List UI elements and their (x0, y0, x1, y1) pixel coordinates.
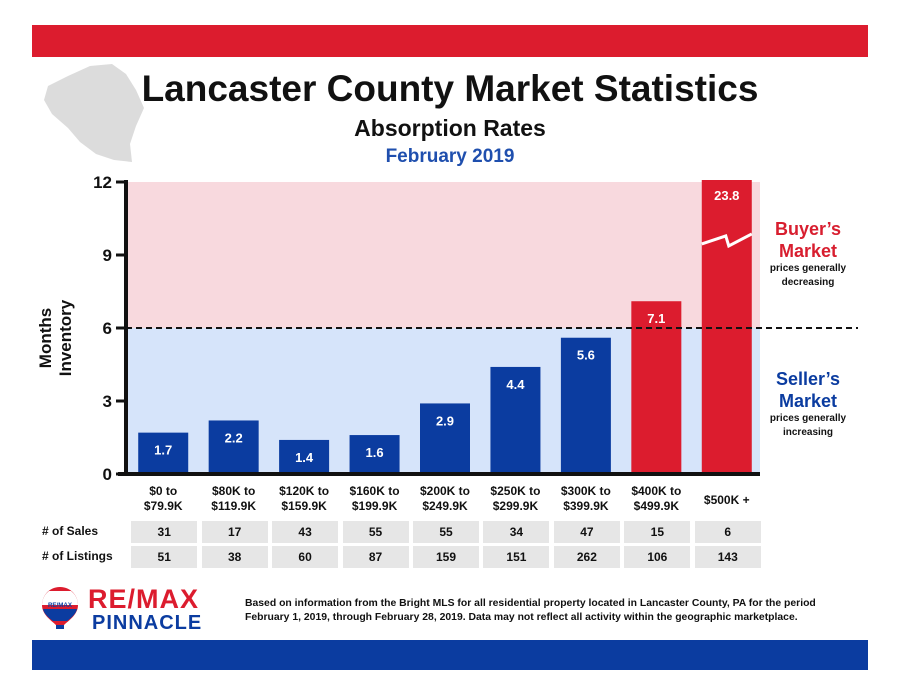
sales-cell-9: 6 (694, 521, 761, 543)
bar-6 (490, 366, 541, 474)
sales-row-label: # of Sales (42, 524, 99, 538)
bar-7 (560, 337, 611, 474)
source-footnote: Based on information from the Bright MLS… (245, 597, 865, 625)
bar-4 (349, 435, 400, 474)
brand-name: RE/MAX (88, 584, 200, 614)
y-tick-label-12: 12 (93, 173, 112, 192)
bar-value-label-7: 5.6 (577, 348, 595, 363)
listings-cell-3: 60 (272, 546, 339, 568)
x-tick-label-7: $300K to $399.9K (560, 484, 611, 513)
bar-2 (208, 420, 259, 474)
logo-text: RE/MAX (48, 602, 73, 609)
bar-3 (279, 439, 330, 474)
remax-balloon-logo: RE/MAX (42, 587, 78, 629)
y-tick-label-0: 0 (103, 465, 112, 484)
footnote-line-1: Based on information from the Bright MLS… (245, 598, 816, 609)
y-tick-label-9: 9 (103, 246, 112, 265)
sales-cell-1: 31 (131, 521, 198, 543)
buyers-market-title-2: Market (778, 241, 838, 261)
y-tick-label-3: 3 (103, 392, 112, 411)
bar-5 (420, 403, 470, 474)
listings-cell-6: 151 (483, 546, 550, 568)
listings-row: # of Listings 51 38 60 87 159 151 262 106 143 (32, 546, 868, 568)
axis-break-mark (701, 232, 753, 249)
sellers-market-note-2: increasing (782, 427, 834, 438)
buyers-market-title-1: Buyer’s (774, 219, 842, 239)
listings-cell-9: 143 (694, 546, 761, 568)
sales-row: # of Sales 31 17 43 55 55 34 47 15 6 (32, 521, 868, 543)
sales-cell-8: 15 (624, 521, 691, 543)
x-tick-label-1: $0 to $79.9K (143, 484, 183, 513)
x-axis-categories: $0 to $79.9K $80K to $119.9K $120K to $159.9K… (0, 484, 900, 520)
sellers-market-label: Seller’s Market prices generally increas… (762, 368, 854, 440)
listings-cell-2: 38 (201, 546, 268, 568)
sales-cell-7: 47 (553, 521, 620, 543)
bar-value-label-1: 1.7 (154, 443, 172, 458)
brand-subname: PINNACLE (92, 612, 203, 634)
bar-1 (138, 432, 189, 474)
listings-cell-4: 87 (342, 546, 409, 568)
bar-value-label-8: 7.1 (647, 311, 665, 326)
bar-value-label-2: 2.2 (225, 430, 243, 445)
sellers-market-title-1: Seller’s (775, 369, 841, 389)
x-tick-label-9: $500K + (703, 493, 750, 507)
sales-cell-4: 55 (342, 521, 409, 543)
x-tick-label-8: $400K to $499.9K (631, 484, 682, 513)
listings-row-label: # of Listings (42, 549, 113, 563)
bar-value-label-9: 23.8 (714, 188, 739, 203)
listings-cell-7: 262 (553, 546, 620, 568)
buyers-market-note-1: prices generally (769, 263, 847, 274)
sellers-market-note-1: prices generally (769, 413, 847, 424)
x-tick-label-6: $250K to $299.9K (490, 484, 541, 513)
y-axis-label: Months Inventory (36, 299, 75, 377)
x-tick-label-2: $80K to $119.9K (211, 484, 257, 513)
bottom-blue-band (32, 640, 868, 670)
report-period: February 2019 (385, 146, 515, 167)
x-tick-label-5: $200K to $249.9K (419, 484, 471, 513)
bar-value-label-4: 1.6 (366, 445, 384, 460)
sales-cell-2: 17 (201, 521, 268, 543)
top-red-band (32, 25, 868, 57)
sales-cell-5: 55 (413, 521, 479, 543)
listings-cell-5: 159 (413, 546, 479, 568)
x-tick-label-4: $160K to $199.9K (349, 484, 400, 513)
bar-value-label-3: 1.4 (295, 450, 314, 465)
buyers-market-label: Buyer’s Market prices generally decreasi… (762, 218, 854, 290)
x-tick-label-3: $120K to $159.9K (279, 484, 330, 513)
page-title: Lancaster County Market Statistics (141, 68, 759, 109)
bar-value-label-6: 4.4 (506, 377, 525, 392)
y-tick-label-6: 6 (103, 319, 112, 338)
listings-cell-8: 106 (624, 546, 691, 568)
bar-value-label-5: 2.9 (436, 413, 454, 428)
sellers-market-title-2: Market (778, 391, 838, 411)
footnote-line-2: February 1, 2019, through February 28, 2… (245, 612, 798, 623)
buyers-market-note-2: decreasing (781, 277, 835, 288)
county-map-icon (44, 64, 144, 162)
listings-cell-1: 51 (131, 546, 198, 568)
sales-cell-3: 43 (272, 521, 339, 543)
page-subtitle: Absorption Rates (354, 115, 546, 141)
bar-8 (631, 301, 682, 474)
sales-cell-6: 34 (483, 521, 550, 543)
